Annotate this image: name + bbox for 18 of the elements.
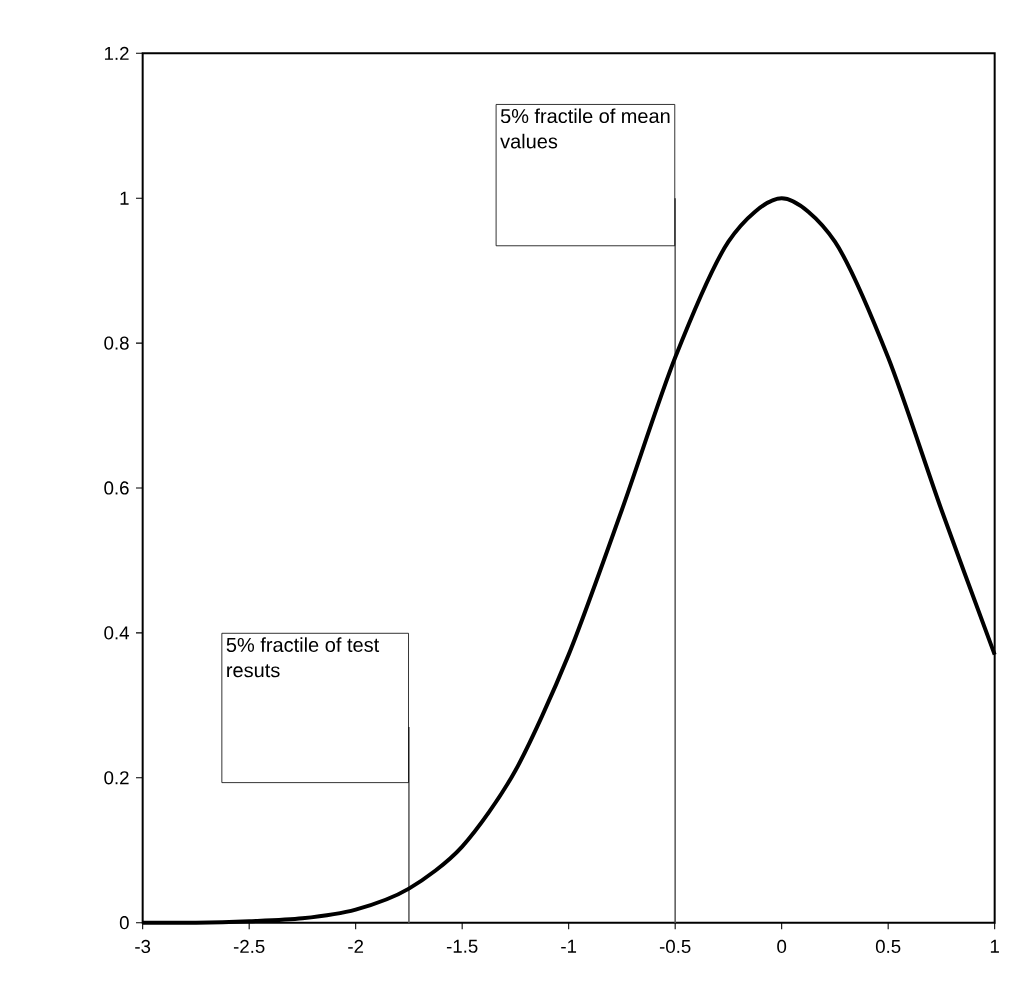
x-tick-label: 0.5 <box>875 939 901 954</box>
x-tick-label: -1 <box>561 939 577 953</box>
x-tick-label: -2 <box>348 939 364 953</box>
y-tick-label: 0.4 <box>104 626 129 640</box>
x-tick-label: 0 <box>777 939 787 954</box>
x-tick-label: 1 <box>990 939 999 953</box>
y-tick-label: 1.2 <box>104 46 129 60</box>
x-tick-label: -2.5 <box>233 939 265 954</box>
y-tick-label: 0 <box>119 916 129 930</box>
x-tick-label: -0.5 <box>659 939 691 954</box>
y-tick-label: 0.8 <box>104 336 129 350</box>
y-tick-label: 0.6 <box>104 481 129 495</box>
ref-line-label: 5% fractile of mean values <box>500 108 670 149</box>
x-tick-label: -1.5 <box>446 939 478 953</box>
y-tick-label: 0.2 <box>104 771 129 785</box>
y-tick-label: 1 <box>120 191 129 205</box>
ref-line-label: 5% fractile of test resuts <box>226 637 380 678</box>
x-tick-label: -3 <box>135 939 151 954</box>
